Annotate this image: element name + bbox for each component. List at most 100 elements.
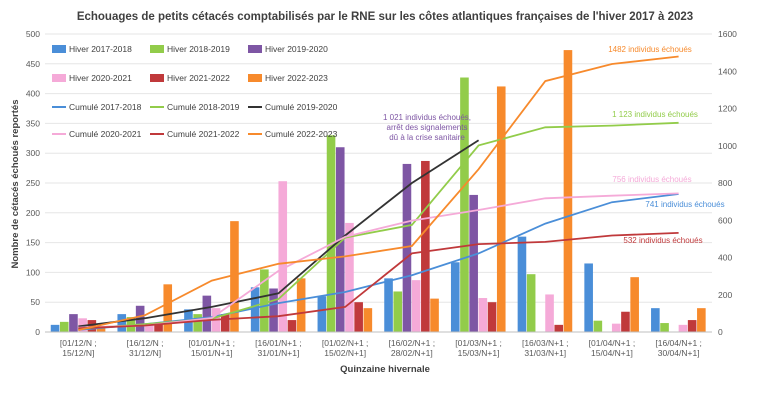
bar (450, 262, 460, 332)
legend-swatch (150, 74, 164, 82)
legend-label: Cumulé 2021-2022 (167, 129, 240, 139)
y-tick-label: 250 (26, 178, 40, 188)
bar (363, 308, 373, 332)
bar (545, 294, 554, 332)
x-tick-label: [01/04/N+1 ; (589, 338, 636, 348)
y-tick-label: 300 (26, 148, 40, 158)
x-tick-label: 15/04/N+1] (591, 348, 633, 358)
y2-tick-label: 800 (718, 178, 732, 188)
annotation-text: 741 individus échoués (645, 200, 724, 209)
y-tick-label: 350 (26, 118, 40, 128)
bar (678, 324, 688, 332)
bar (220, 314, 230, 332)
x-axis-title: Quinzaine hivernale (340, 364, 430, 375)
bar (460, 77, 469, 333)
bar (687, 320, 697, 332)
legend-label: Hiver 2021-2022 (167, 73, 230, 83)
bar (526, 274, 536, 332)
bar (69, 314, 78, 332)
x-tick-label: 31/01/N+1] (258, 348, 300, 358)
y2-tick-label: 200 (718, 290, 732, 300)
y-tick-label: 400 (26, 89, 40, 99)
bar (230, 221, 239, 332)
y-tick-label: 450 (26, 59, 40, 69)
x-tick-label: [01/02/N+1 ; (322, 338, 369, 348)
y2-tick-label: 1000 (718, 141, 737, 151)
x-tick-label: 15/03/N+1] (458, 348, 500, 358)
bar (345, 222, 354, 332)
x-tick-label: [01/03/N+1 ; (455, 338, 502, 348)
bar (554, 324, 564, 332)
bar (563, 50, 573, 332)
bar (50, 324, 60, 332)
x-tick-label: [16/01/N+1 ; (255, 338, 302, 348)
chart-title: Echouages de petits cétacés comptabilisé… (77, 11, 693, 23)
legend-swatch (150, 45, 164, 53)
bar (59, 321, 69, 332)
bar (517, 236, 527, 332)
y-tick-label: 50 (31, 297, 41, 307)
y2-tick-label: 400 (718, 253, 732, 263)
annotation-text: 532 individus échoués (623, 236, 702, 245)
bar (411, 280, 421, 332)
bar (651, 308, 660, 332)
y-tick-label: 500 (26, 29, 40, 39)
legend-label: Cumulé 2017-2018 (69, 102, 142, 112)
y2-tick-label: 1400 (718, 66, 737, 76)
annotation-text: arrêt des signalements (387, 123, 468, 132)
bar (202, 295, 212, 332)
axes-layer: 0 50 100 150 200 250 300 350 400 450 500 0 200 400 600… (26, 29, 737, 358)
x-tick-label: 15/02/N+1] (324, 348, 366, 358)
bar (593, 320, 603, 332)
legend-swatch (248, 45, 262, 53)
legend-label: Cumulé 2019-2020 (265, 102, 338, 112)
cumulative-line (78, 232, 679, 330)
bar (163, 284, 173, 332)
x-tick-label: [16/12/N ; (127, 338, 164, 348)
annotations: 1482 individus échoués 1 123 individus éc… (383, 45, 725, 245)
bar (287, 320, 297, 332)
bar (317, 296, 327, 332)
bar (193, 314, 202, 332)
cumulative-line (78, 192, 679, 329)
legend-label: Hiver 2018-2019 (167, 44, 230, 54)
annotation-text: 1 123 individus échoués (612, 110, 698, 119)
x-tick-label: 15/01/N+1] (191, 348, 233, 358)
cumulative-line (78, 55, 679, 331)
bar (260, 269, 269, 332)
y2-tick-label: 1200 (718, 104, 737, 114)
bar (384, 278, 393, 332)
annotation-text: 1482 individus échoués (608, 45, 692, 54)
legend-label: Cumulé 2018-2019 (167, 102, 240, 112)
bar (354, 302, 363, 332)
legend: Hiver 2017-2018 Hiver 2018-2019 Hiver 2019… (52, 44, 338, 139)
y-tick-label: 0 (35, 327, 40, 337)
annotation-text: 1 021 individus échoués, (383, 113, 471, 122)
bar (296, 278, 306, 332)
annotation-text: dû à la crise sanitaire (389, 133, 465, 142)
bar (584, 263, 593, 332)
x-tick-label: [16/03/N+1 ; (522, 338, 569, 348)
x-tick-label: 28/02/N+1] (391, 348, 433, 358)
y-tick-label: 200 (26, 208, 40, 218)
x-tick-label: [16/02/N+1 ; (389, 338, 436, 348)
legend-label: Hiver 2019-2020 (265, 44, 328, 54)
legend-swatch (248, 74, 262, 82)
legend-label: Cumulé 2022-2023 (265, 129, 338, 139)
bar (487, 302, 497, 332)
bar (87, 320, 97, 332)
bar (478, 298, 488, 332)
bar (630, 277, 639, 332)
y-tick-label: 150 (26, 238, 40, 248)
bar (278, 181, 288, 332)
lines-layer (78, 55, 679, 331)
legend-swatch (52, 45, 66, 53)
x-tick-label: 31/12/N] (129, 348, 161, 358)
bar (496, 86, 506, 332)
y-axis-title: Nombre de cétacés échoués reportés (10, 100, 21, 269)
y2-tick-label: 1600 (718, 29, 737, 39)
cumulative-line (78, 139, 480, 328)
legend-label: Hiver 2020-2021 (69, 73, 132, 83)
bar (326, 135, 336, 332)
bar (117, 314, 127, 332)
